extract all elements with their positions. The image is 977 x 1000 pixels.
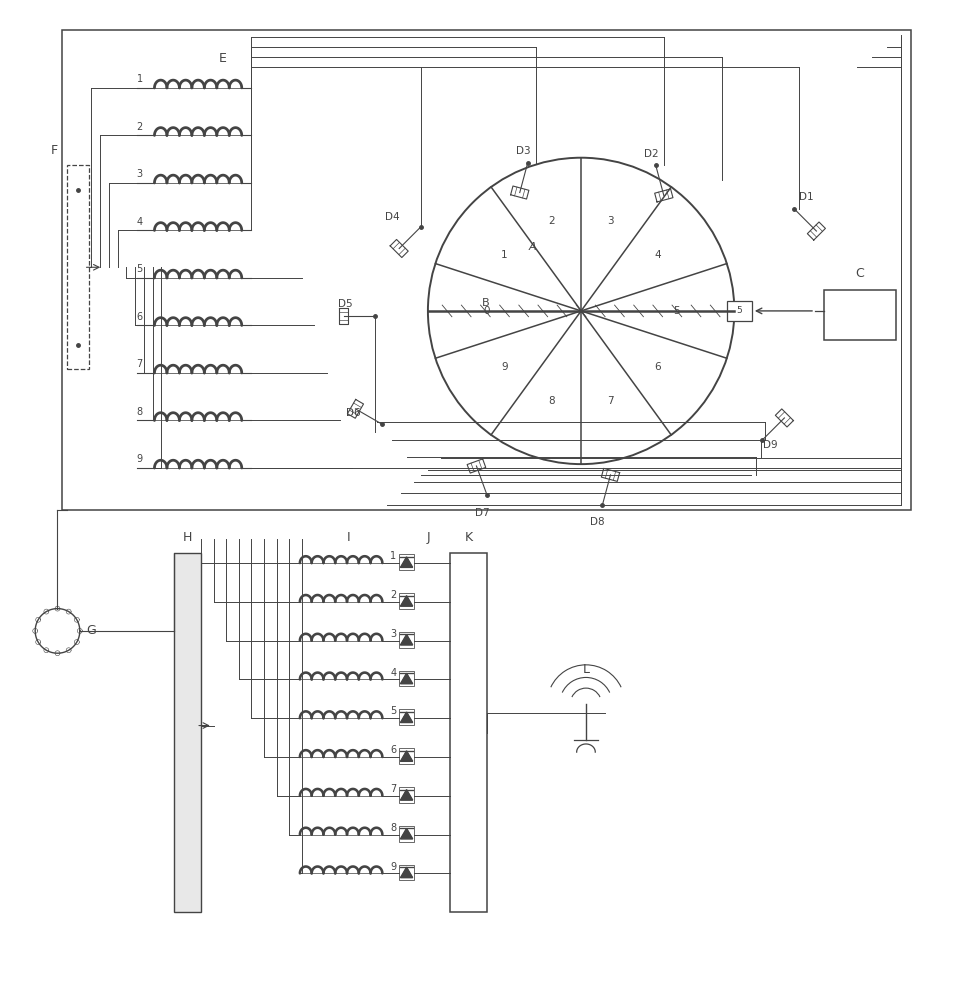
Polygon shape bbox=[400, 712, 412, 723]
Text: I: I bbox=[346, 531, 350, 544]
Text: 3: 3 bbox=[137, 169, 143, 179]
Text: 2: 2 bbox=[390, 590, 396, 600]
Text: 8: 8 bbox=[548, 396, 555, 406]
Text: 4: 4 bbox=[137, 217, 143, 227]
Text: 5: 5 bbox=[390, 706, 396, 716]
Text: 2: 2 bbox=[137, 122, 143, 132]
Polygon shape bbox=[400, 557, 412, 567]
Text: 6: 6 bbox=[390, 745, 396, 755]
Text: A: A bbox=[528, 242, 535, 252]
Text: D3: D3 bbox=[515, 146, 530, 156]
Bar bbox=[399, 748, 414, 764]
Text: 9: 9 bbox=[500, 362, 507, 372]
Text: 3: 3 bbox=[390, 629, 396, 639]
Bar bbox=[399, 671, 414, 686]
Bar bbox=[399, 865, 414, 880]
Text: 9: 9 bbox=[137, 454, 143, 464]
Text: 2: 2 bbox=[548, 216, 555, 226]
Text: D8: D8 bbox=[590, 517, 605, 527]
Text: D6: D6 bbox=[346, 408, 361, 418]
Text: 1: 1 bbox=[390, 551, 396, 561]
Text: G: G bbox=[87, 624, 97, 637]
Text: 5: 5 bbox=[137, 264, 143, 274]
Bar bbox=[63, 30, 910, 510]
Text: E: E bbox=[218, 52, 226, 65]
Text: F: F bbox=[51, 144, 58, 157]
Bar bbox=[399, 632, 414, 648]
Text: 9: 9 bbox=[390, 862, 396, 872]
Bar bbox=[174, 553, 201, 912]
Bar bbox=[399, 554, 414, 570]
Text: 1: 1 bbox=[137, 74, 143, 84]
Bar bbox=[399, 593, 414, 609]
Text: D5: D5 bbox=[338, 299, 353, 309]
Text: J: J bbox=[427, 531, 430, 544]
Bar bbox=[823, 290, 895, 340]
Text: 7: 7 bbox=[137, 359, 143, 369]
Text: D2: D2 bbox=[643, 149, 658, 159]
Text: 6: 6 bbox=[137, 312, 143, 322]
Bar bbox=[726, 301, 751, 321]
Text: L: L bbox=[582, 663, 589, 676]
Polygon shape bbox=[400, 751, 412, 761]
Bar bbox=[449, 553, 487, 912]
Bar bbox=[399, 709, 414, 725]
Polygon shape bbox=[400, 790, 412, 800]
Text: C: C bbox=[854, 267, 863, 280]
Text: 8: 8 bbox=[137, 407, 143, 417]
Bar bbox=[67, 165, 89, 369]
Text: D7: D7 bbox=[475, 508, 489, 518]
Text: 6: 6 bbox=[654, 362, 660, 372]
Text: 7: 7 bbox=[390, 784, 396, 794]
Text: D1: D1 bbox=[798, 192, 813, 202]
Text: H: H bbox=[183, 531, 191, 544]
Text: B: B bbox=[482, 298, 489, 308]
Text: 8: 8 bbox=[390, 823, 396, 833]
Polygon shape bbox=[400, 634, 412, 645]
Bar bbox=[399, 787, 414, 803]
Bar bbox=[399, 826, 414, 842]
Text: 7: 7 bbox=[607, 396, 614, 406]
Text: 4: 4 bbox=[654, 250, 660, 260]
Text: 4: 4 bbox=[390, 668, 396, 678]
Polygon shape bbox=[400, 673, 412, 684]
Polygon shape bbox=[400, 828, 412, 839]
Text: 3: 3 bbox=[607, 216, 614, 226]
Text: D4: D4 bbox=[384, 212, 399, 222]
Text: 5: 5 bbox=[736, 306, 742, 315]
Text: D9: D9 bbox=[762, 440, 777, 450]
Polygon shape bbox=[400, 867, 412, 878]
Text: 1: 1 bbox=[500, 250, 507, 260]
Text: 0: 0 bbox=[483, 306, 488, 316]
Text: 5: 5 bbox=[672, 306, 679, 316]
Text: K: K bbox=[464, 531, 472, 544]
Polygon shape bbox=[400, 596, 412, 606]
